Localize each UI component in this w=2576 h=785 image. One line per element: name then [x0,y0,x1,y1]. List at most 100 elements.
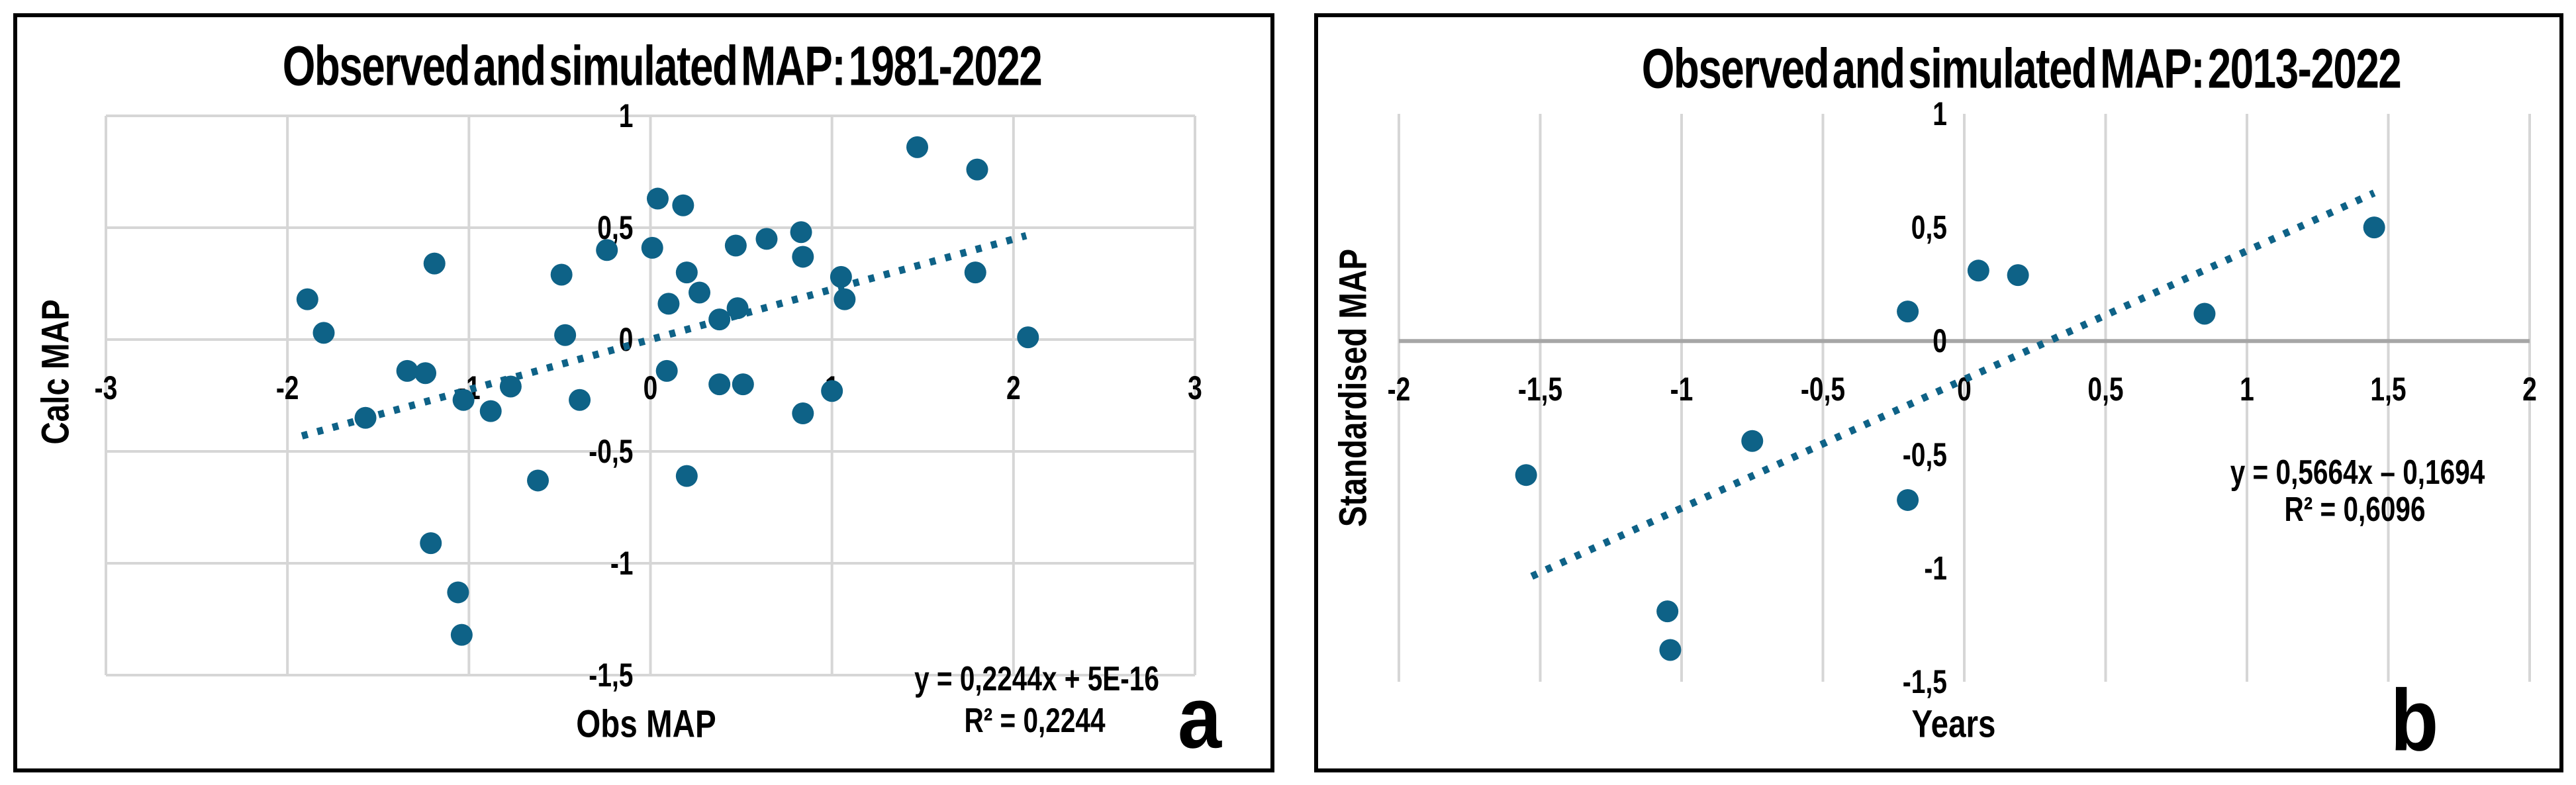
data-point [646,187,669,210]
data-point [1897,300,1919,323]
x-tick-label: 3 [1188,369,1202,406]
y-tick-label: -0,5 [589,432,633,470]
data-point [821,380,843,402]
x-tick-label: 2 [2522,370,2537,408]
data-point [657,293,680,315]
data-point [689,281,711,304]
data-point [499,375,522,398]
panel-a: -3-2-1012310,50-0,5-1-1,5 Observed and s… [13,13,1274,772]
y-tick-label: 1 [619,97,634,134]
y-tick-label: 0 [619,320,634,358]
y-tick-label: 1 [1932,95,1947,132]
chart-a-plot: -3-2-1012310,50-0,5-1-1,5 [95,97,1202,694]
data-point [450,623,473,646]
trendline [301,232,1027,439]
data-point [1659,639,1682,661]
chart-b-r-squared: R² = 0,6096 [2284,490,2426,529]
chart-b-title: Observed and simulated MAP: 2013-2022 [1641,37,2402,100]
data-point [2007,264,2029,287]
x-tick-label: -2 [276,369,299,406]
data-point [1741,430,1764,452]
data-point [452,389,475,411]
panel-a-letter: a [1177,669,1222,766]
data-point [792,246,814,268]
data-point [2363,216,2385,239]
data-point [1656,600,1679,623]
data-point [312,322,335,344]
data-point [792,402,814,425]
data-point [834,288,856,310]
data-point [906,136,929,158]
y-tick-label: -1 [610,544,634,582]
data-point [641,236,663,259]
data-points [296,136,1039,646]
x-tick-labels: -3-2-10123 [95,369,1202,406]
data-point [354,406,377,429]
data-point [550,263,573,286]
x-tick-label: -1,5 [1518,370,1562,408]
y-tick-label: -0,5 [1903,436,1947,473]
y-tick-label: 0 [1932,322,1947,359]
gridlines [105,115,1196,676]
panel-b: -2 -1,5 -1 -0,5 0 0,5 1 1,5 2 1 0,5 0 -0,5 -1 -1,5 Obs… [1314,13,2563,772]
data-point [1515,464,1537,486]
data-point [479,400,502,422]
data-point [569,389,591,411]
data-point [554,324,577,346]
trendline [1530,189,2376,580]
chart-b-y-axis-title: Standardised MAP [1331,248,1375,528]
data-point [790,221,812,244]
x-tick-label: 0 [644,369,658,406]
data-point [726,297,749,320]
x-tick-label: 0,5 [2087,370,2123,408]
x-tick-label: -1 [1670,370,1693,408]
data-point [396,359,418,382]
data-point [420,532,442,555]
data-point [675,465,698,487]
data-point [2193,302,2216,325]
data-point [964,261,986,284]
gridlines [1398,114,2531,682]
y-tick-labels: 10,50-0,5-1-1,5 [589,97,633,694]
data-point [724,234,747,257]
y-tick-labels: 1 0,5 0 -0,5 -1 -1,5 [1903,95,1947,700]
x-tick-labels: -2 -1,5 -1 -0,5 0 0,5 1 1,5 2 [1388,370,2537,408]
data-point [296,288,318,310]
data-point [527,469,549,492]
data-point [672,194,694,216]
x-tick-label: 1,5 [2370,370,2406,408]
y-tick-label: -1,5 [1903,663,1947,700]
data-point [423,252,446,275]
data-point [708,373,731,396]
x-tick-label: 2 [1006,369,1021,406]
data-point [966,158,988,181]
data-point [708,308,731,331]
chart-a-title: Observed and simulated MAP: 1981-2022 [282,34,1043,97]
chart-b-x-axis-title: Years [1911,702,1996,746]
data-point [596,239,618,261]
x-tick-label: 1 [2240,370,2254,408]
data-points [1515,216,2385,661]
data-point [1017,326,1039,349]
data-point [1897,488,1919,511]
chart-a-y-axis-title: Calc MAP [34,299,77,445]
data-point [655,359,678,382]
chart-b-trendline-equation: y = 0,5664x – 0,1694 [2230,453,2485,492]
data-point [755,228,778,250]
chart-b-plot: -2 -1,5 -1 -0,5 0 0,5 1 1,5 2 1 0,5 0 -0,5 -1 -1,5 [1388,95,2537,700]
y-tick-label: -1 [1924,549,1947,587]
data-point [1967,259,1989,282]
data-point [732,373,754,396]
data-point [675,261,698,284]
chart-a-x-axis-title: Obs MAP [576,702,716,746]
x-tick-label: -2 [1388,370,1411,408]
x-tick-label: -3 [95,369,118,406]
x-tick-label: -0,5 [1801,370,1845,408]
data-point [414,362,437,385]
chart-a-r-squared: R² = 0,2244 [964,702,1106,740]
panel-b-letter: b [2390,671,2439,769]
y-tick-label: -1,5 [589,656,633,694]
data-point [830,265,852,288]
chart-a-trendline-equation: y = 0,2244x + 5E-16 [914,660,1159,698]
y-tick-label: 0,5 [1911,208,1947,246]
